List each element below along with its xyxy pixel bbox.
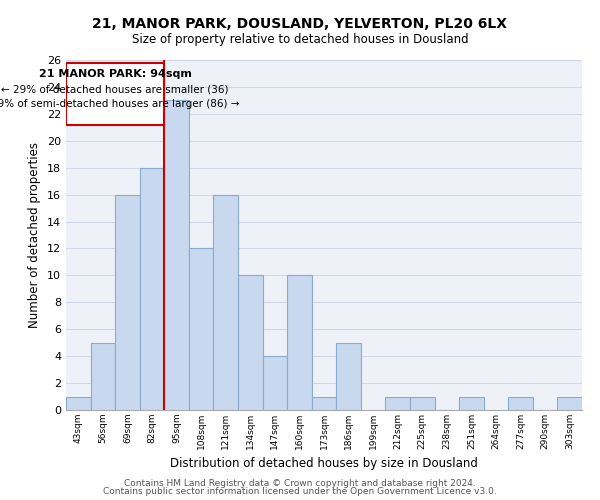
Bar bbox=[287, 276, 312, 410]
Bar bbox=[115, 194, 140, 410]
Bar bbox=[336, 342, 361, 410]
Text: Contains HM Land Registry data © Crown copyright and database right 2024.: Contains HM Land Registry data © Crown c… bbox=[124, 478, 476, 488]
Bar bbox=[91, 342, 115, 410]
Bar bbox=[263, 356, 287, 410]
Bar bbox=[189, 248, 214, 410]
Bar bbox=[140, 168, 164, 410]
Text: ← 29% of detached houses are smaller (36): ← 29% of detached houses are smaller (36… bbox=[1, 84, 229, 94]
X-axis label: Distribution of detached houses by size in Dousland: Distribution of detached houses by size … bbox=[170, 458, 478, 470]
Bar bbox=[214, 194, 238, 410]
Bar bbox=[238, 276, 263, 410]
Text: 69% of semi-detached houses are larger (86) →: 69% of semi-detached houses are larger (… bbox=[0, 99, 239, 109]
Y-axis label: Number of detached properties: Number of detached properties bbox=[28, 142, 41, 328]
Bar bbox=[557, 396, 582, 410]
Bar bbox=[410, 396, 434, 410]
Text: 21, MANOR PARK, DOUSLAND, YELVERTON, PL20 6LX: 21, MANOR PARK, DOUSLAND, YELVERTON, PL2… bbox=[92, 18, 508, 32]
Bar bbox=[459, 396, 484, 410]
Bar bbox=[385, 396, 410, 410]
Bar bbox=[508, 396, 533, 410]
Text: Contains public sector information licensed under the Open Government Licence v3: Contains public sector information licen… bbox=[103, 487, 497, 496]
Bar bbox=[164, 100, 189, 410]
Bar bbox=[66, 396, 91, 410]
Text: Size of property relative to detached houses in Dousland: Size of property relative to detached ho… bbox=[131, 32, 469, 46]
Text: 21 MANOR PARK: 94sqm: 21 MANOR PARK: 94sqm bbox=[39, 70, 191, 80]
Bar bbox=[66, 62, 164, 124]
Bar bbox=[312, 396, 336, 410]
